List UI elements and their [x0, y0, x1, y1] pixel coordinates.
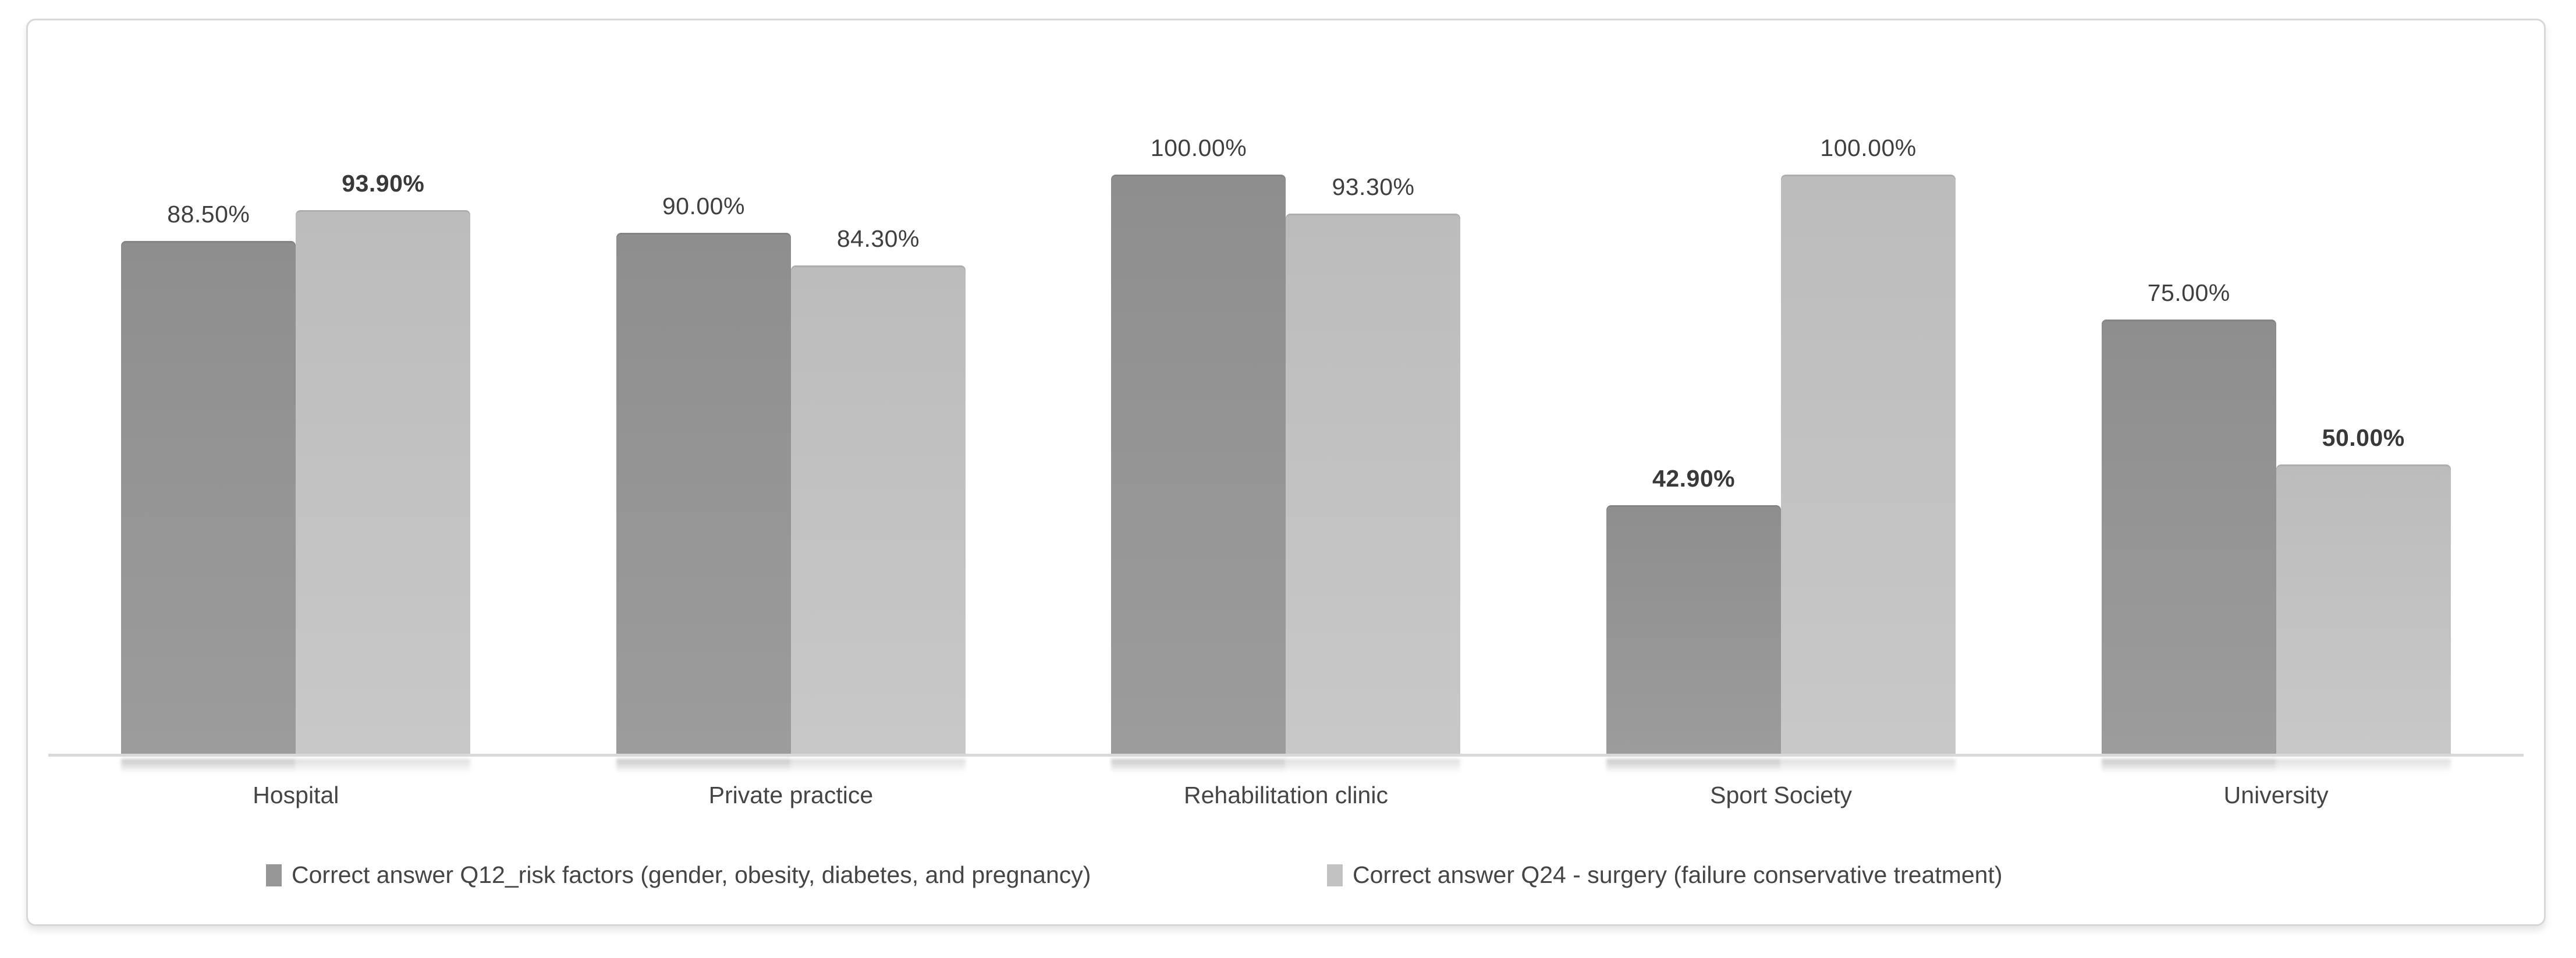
category-axis: Hospital Private practice Rehabilitation c…	[48, 782, 2524, 809]
bar-group-rehabilitation-clinic: 100.00% 93.30%	[1111, 134, 1461, 754]
legend-item-series1: Correct answer Q12_risk factors (gender,…	[266, 861, 1091, 889]
bar-group-hospital: 88.50% 93.90%	[121, 170, 471, 754]
bar-slot-private-practice-s2: 84.30%	[790, 175, 966, 754]
data-label: 42.90%	[1652, 465, 1736, 492]
bar-sport-society-series2	[1781, 175, 1956, 754]
bar-hospital-series2	[296, 210, 471, 754]
bar-slot-university-s2: 50.00%	[2276, 175, 2451, 754]
data-label: 100.00%	[1150, 134, 1247, 161]
bar-rehabilitation-clinic-series2	[1286, 213, 1461, 754]
bar-group-private-practice: 90.00% 84.30%	[616, 175, 966, 754]
bar-university-series1	[2101, 319, 2276, 754]
bar-sport-society-series1	[1606, 505, 1782, 754]
category-label-sport-society: Sport Society	[1710, 782, 1852, 808]
reflection-group-sport-society	[1606, 759, 1956, 776]
bar-private-practice-series2	[790, 265, 966, 754]
data-label: 75.00%	[2147, 279, 2230, 306]
data-label: 93.90%	[342, 169, 425, 197]
bar-hospital-series1	[121, 241, 296, 754]
bar-rehabilitation-clinic-series1	[1111, 175, 1286, 754]
bar-slot-rehabilitation-clinic-s2: 93.30%	[1286, 173, 1461, 754]
bar-groups: 88.50% 93.90% 90.00% 84.30% 100.00% 93.30% 42.…	[48, 134, 2524, 754]
legend-swatch-icon	[266, 864, 282, 886]
bar-private-practice-series1	[616, 232, 791, 754]
data-label: 93.30%	[1332, 173, 1415, 200]
bar-slot-hospital-s1: 88.50%	[121, 175, 296, 754]
legend-label: Correct answer Q12_risk factors (gender,…	[292, 861, 1091, 888]
reflection-group-hospital	[121, 759, 471, 776]
bar-reflection	[1781, 759, 1956, 773]
category-label-rehabilitation-clinic: Rehabilitation clinic	[1184, 782, 1388, 808]
plot-area: 88.50% 93.90% 90.00% 84.30% 100.00% 93.30% 42.…	[48, 134, 2524, 757]
legend-item-series2: Correct answer Q24 - surgery (failure co…	[1327, 861, 2003, 889]
reflection-group-university	[2101, 759, 2451, 776]
bar-reflection	[121, 759, 296, 773]
category-label-hospital: Hospital	[253, 782, 339, 808]
legend-swatch-icon	[1327, 864, 1343, 886]
data-label: 100.00%	[1820, 134, 1917, 161]
bar-slot-sport-society-s1: 42.90%	[1606, 175, 1782, 754]
legend-label: Correct answer Q24 - surgery (failure co…	[1353, 861, 2003, 888]
bar-slot-hospital-s2: 93.90%	[296, 170, 471, 754]
bar-university-series2	[2276, 464, 2451, 754]
category-label-university: University	[2223, 782, 2329, 808]
bar-reflection	[2101, 759, 2276, 773]
bar-slot-sport-society-s2: 100.00%	[1781, 134, 1956, 754]
chart-frame: 88.50% 93.90% 90.00% 84.30% 100.00% 93.30% 42.…	[26, 19, 2546, 926]
bar-slot-rehabilitation-clinic-s1: 100.00%	[1111, 134, 1286, 754]
legend: Correct answer Q12_risk factors (gender,…	[28, 861, 2544, 902]
bar-reflection	[790, 759, 966, 773]
bar-reflection	[1111, 759, 1286, 773]
data-label: 50.00%	[2322, 424, 2405, 451]
reflection-group-private-practice	[616, 759, 966, 776]
bar-reflection	[296, 759, 471, 773]
bar-reflection	[1606, 759, 1782, 773]
reflection-group-rehabilitation-clinic	[1111, 759, 1461, 776]
bar-reflections	[48, 759, 2524, 776]
bar-reflection	[616, 759, 791, 773]
bar-reflection	[2276, 759, 2451, 773]
bar-group-university: 75.00% 50.00%	[2101, 175, 2451, 754]
bar-reflection	[1286, 759, 1461, 773]
data-label: 88.50%	[167, 201, 250, 228]
data-label: 84.30%	[836, 225, 920, 253]
bar-slot-private-practice-s1: 90.00%	[616, 175, 791, 754]
bar-slot-university-s1: 75.00%	[2101, 175, 2276, 754]
bar-group-sport-society: 42.90% 100.00%	[1606, 134, 1956, 754]
category-label-private-practice: Private practice	[708, 782, 874, 808]
data-label: 90.00%	[662, 192, 745, 219]
